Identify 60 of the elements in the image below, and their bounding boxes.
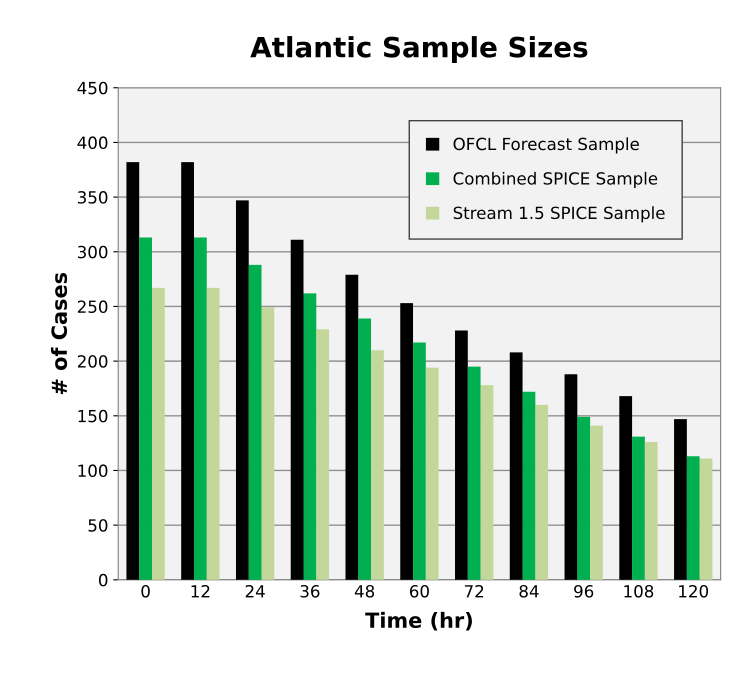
bar	[290, 240, 304, 580]
x-tick-label: 0	[141, 584, 150, 598]
x-tick-label: 12	[192, 584, 210, 598]
bar	[206, 288, 220, 580]
bar	[194, 238, 207, 580]
y-tick-label: 50	[88, 519, 108, 532]
bar	[400, 303, 414, 580]
x-tick-label: 96	[574, 584, 594, 598]
bar	[619, 396, 632, 580]
bar	[262, 308, 274, 580]
bar	[535, 404, 548, 580]
bar	[590, 426, 603, 580]
bar	[126, 162, 140, 580]
y-tick-label: 150	[78, 410, 108, 422]
y-tick-label: 100	[78, 464, 108, 478]
x-tick-label: 120	[679, 584, 708, 598]
bar	[632, 436, 645, 580]
x-tick-label: 108	[624, 584, 654, 598]
bar	[304, 293, 316, 580]
y-tick-label: 300	[78, 246, 108, 258]
y-tick-label: 450	[78, 82, 108, 94]
x-axis-title: Time (hr)	[365, 612, 472, 631]
bar	[644, 442, 658, 580]
bar	[510, 352, 523, 580]
y-axis-title: # of Cases	[50, 272, 68, 394]
bar	[316, 329, 330, 580]
bar	[358, 318, 372, 580]
x-tick-label: 48	[354, 584, 374, 598]
bar	[522, 392, 536, 580]
bar	[248, 264, 262, 580]
legend-label: Stream 1.5 SPICE Sample	[454, 206, 665, 222]
bar	[455, 330, 468, 580]
bar	[426, 368, 439, 580]
bar	[577, 416, 590, 580]
bar	[468, 366, 481, 580]
bar	[480, 385, 494, 580]
x-tick-label: 72	[464, 584, 484, 598]
bar	[564, 374, 578, 580]
bar	[674, 419, 687, 580]
y-tick-label: 0	[98, 574, 108, 586]
chart-title: Atlantic Sample Sizes	[250, 36, 588, 63]
bar	[236, 200, 249, 580]
bar	[700, 458, 712, 580]
bar	[345, 274, 358, 580]
bar	[686, 456, 700, 580]
bar	[152, 288, 165, 580]
legend-label: OFCL Forecast Sample	[454, 137, 639, 154]
y-tick-label: 200	[78, 355, 108, 368]
x-tick-label: 36	[300, 584, 320, 598]
legend-label: Combined SPICE Sample	[454, 172, 658, 188]
y-tick-label: 350	[78, 191, 108, 204]
x-tick-label: 84	[519, 584, 539, 598]
bar	[413, 342, 426, 580]
bar	[139, 238, 152, 580]
bar	[371, 350, 384, 580]
x-tick-label: 24	[246, 584, 265, 598]
y-tick-label: 400	[78, 136, 108, 149]
x-tick-label: 60	[410, 584, 429, 598]
bar	[181, 162, 194, 580]
y-tick-label: 250	[78, 300, 108, 314]
